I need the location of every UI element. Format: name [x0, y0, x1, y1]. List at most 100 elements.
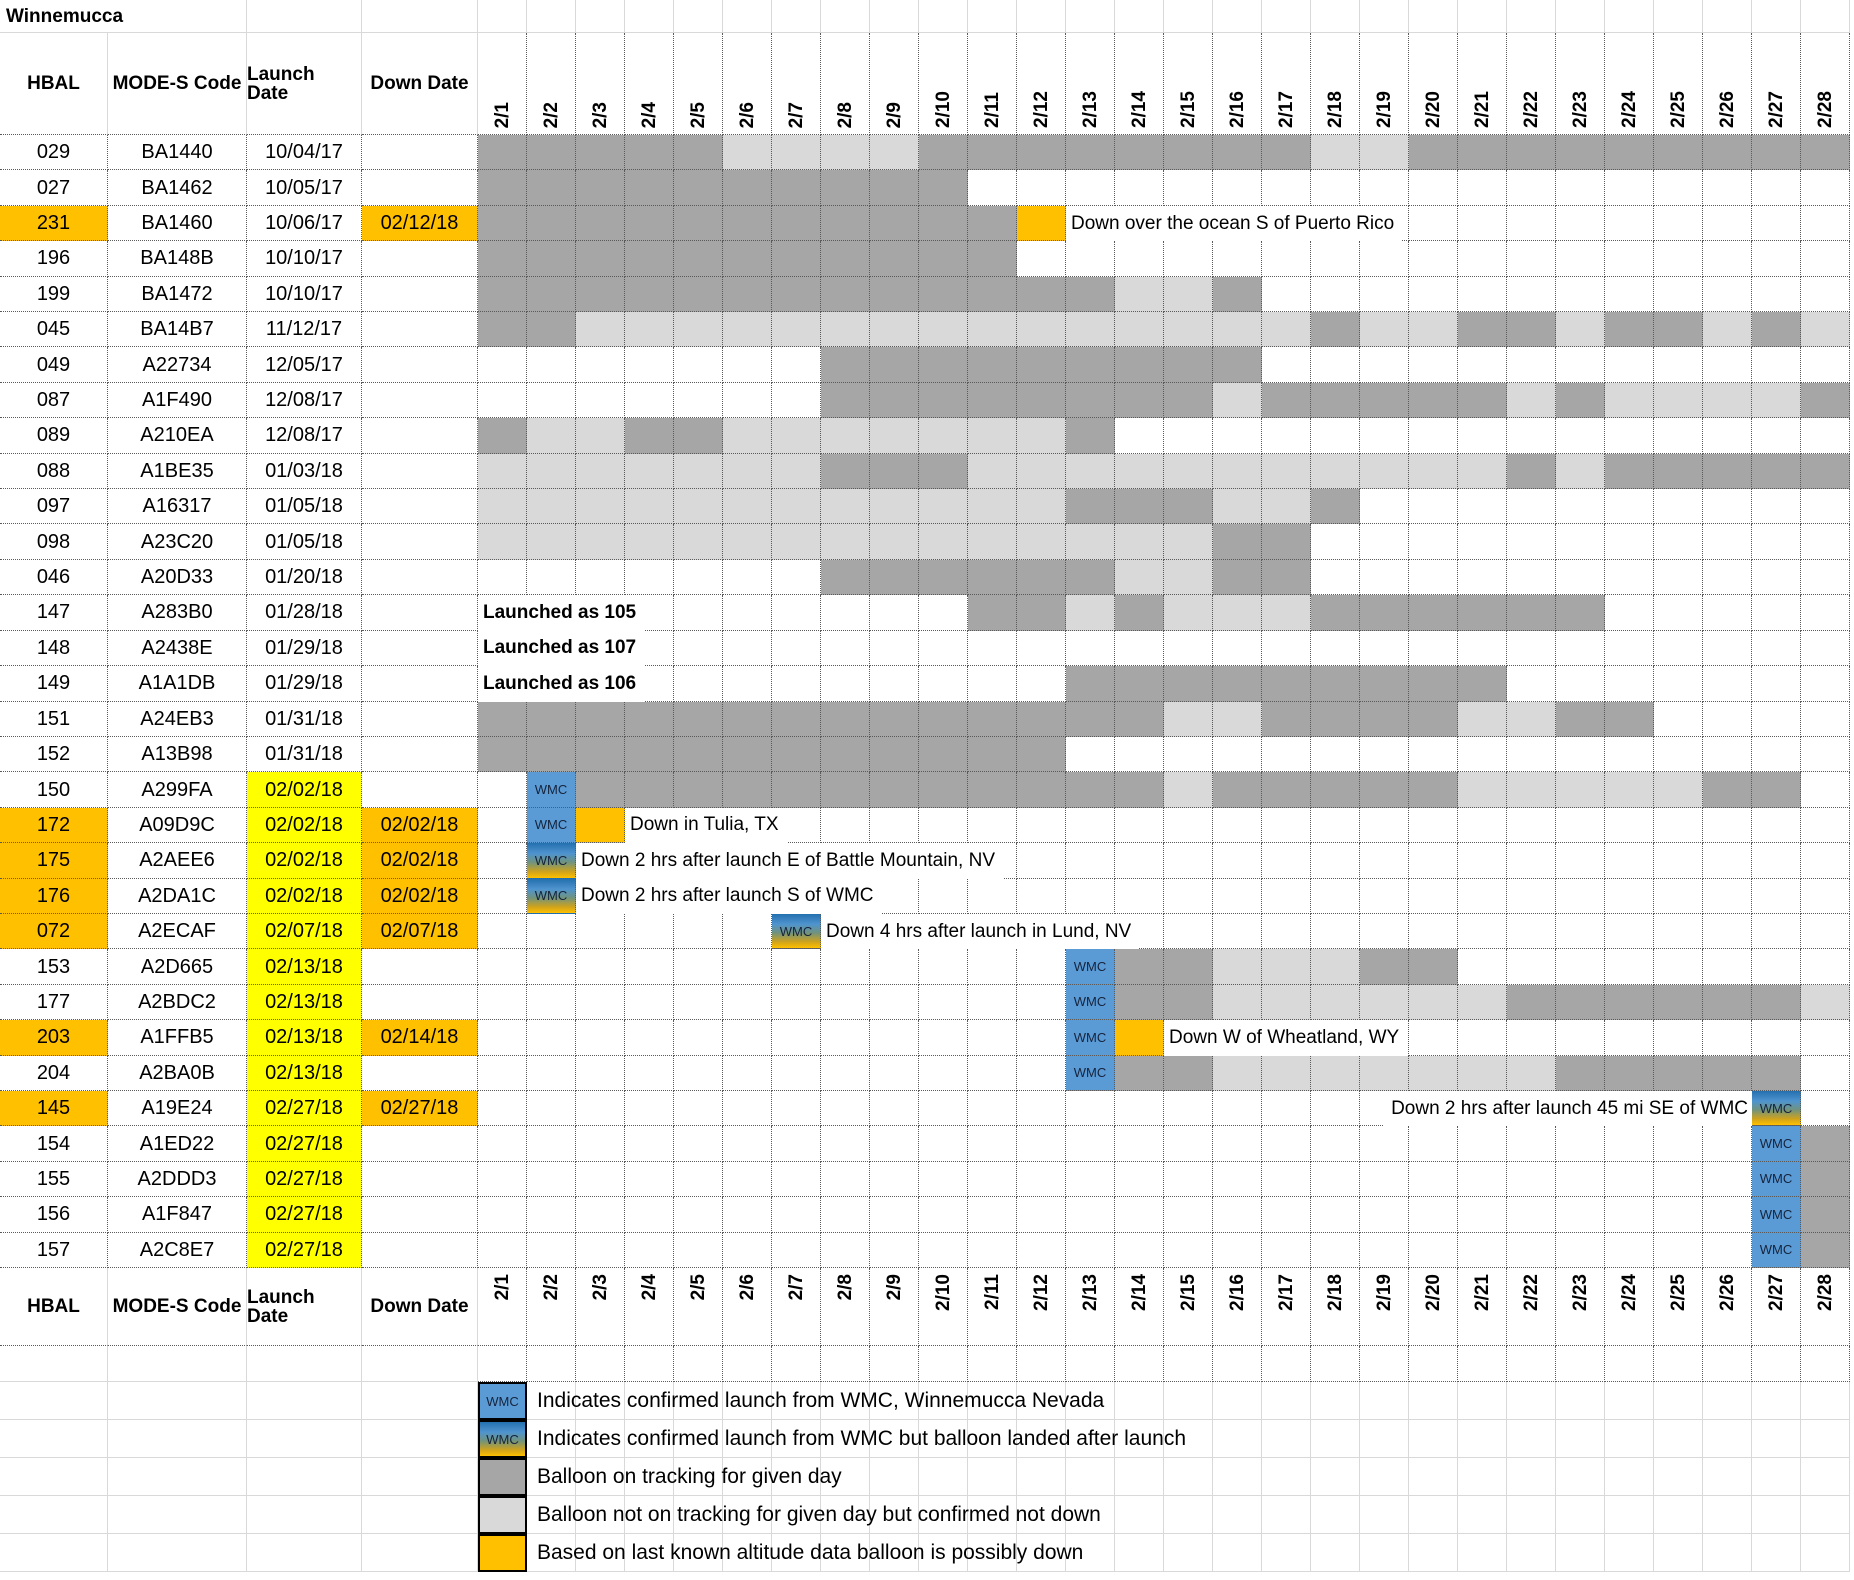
launch-date-cell[interactable]: 12/08/17 — [247, 418, 362, 454]
day-cell[interactable] — [1801, 489, 1850, 525]
day-cell[interactable] — [1752, 630, 1801, 667]
date-header[interactable]: 2/19 — [1360, 33, 1409, 135]
day-cell[interactable] — [870, 135, 919, 171]
day-cell[interactable] — [625, 1197, 674, 1233]
day-cell[interactable] — [1556, 772, 1605, 808]
hbal-cell[interactable]: 203 — [0, 1020, 108, 1056]
day-cell[interactable] — [576, 1197, 625, 1233]
day-cell[interactable] — [1556, 1232, 1605, 1268]
mode-s-cell[interactable]: A1F490 — [108, 382, 247, 419]
day-cell[interactable] — [1654, 984, 1703, 1021]
day-cell[interactable] — [1213, 878, 1262, 914]
day-cell[interactable] — [1360, 524, 1409, 560]
day-cell[interactable] — [1703, 701, 1752, 737]
day-cell[interactable] — [1360, 1126, 1409, 1162]
day-cell[interactable] — [1311, 701, 1360, 737]
empty-cell[interactable] — [723, 1382, 772, 1420]
day-cell[interactable] — [1507, 489, 1556, 525]
day-cell[interactable] — [723, 630, 772, 667]
day-cell[interactable] — [1115, 843, 1164, 879]
day-cell[interactable] — [1801, 453, 1850, 490]
day-cell[interactable] — [1556, 1161, 1605, 1198]
day-cell[interactable] — [821, 630, 870, 667]
sheet-title[interactable]: Winnemucca — [0, 0, 247, 33]
footer-date-header[interactable]: 2/10 — [919, 1268, 968, 1346]
day-cell[interactable] — [674, 1020, 723, 1056]
day-cell[interactable] — [1115, 559, 1164, 596]
day-cell[interactable] — [1605, 276, 1654, 313]
day-cell[interactable] — [1801, 1126, 1850, 1162]
day-cell[interactable] — [1409, 170, 1458, 206]
day-cell[interactable] — [1066, 524, 1115, 560]
title-row-cell[interactable] — [1311, 0, 1360, 33]
day-cell[interactable] — [1409, 276, 1458, 313]
day-cell[interactable] — [1703, 1020, 1752, 1056]
day-cell[interactable] — [919, 347, 968, 383]
title-row-cell[interactable] — [1556, 0, 1605, 33]
day-cell[interactable] — [1654, 1232, 1703, 1268]
day-cell[interactable] — [478, 453, 527, 490]
day-cell[interactable] — [870, 1197, 919, 1233]
day-cell[interactable] — [1801, 1197, 1850, 1233]
date-header[interactable]: 2/12 — [1017, 33, 1066, 135]
day-cell[interactable] — [1801, 984, 1850, 1021]
empty-cell[interactable] — [968, 1534, 1017, 1572]
mode-s-cell[interactable]: A2C8E7 — [108, 1232, 247, 1268]
date-header[interactable]: 2/4 — [625, 33, 674, 135]
day-cell[interactable] — [1507, 559, 1556, 596]
down-date-cell[interactable] — [362, 1232, 478, 1268]
day-cell[interactable] — [1703, 1126, 1752, 1162]
day-cell[interactable] — [1262, 241, 1311, 277]
launch-date-cell[interactable]: 10/05/17 — [247, 170, 362, 206]
day-cell[interactable] — [772, 524, 821, 560]
launch-date-cell[interactable]: 01/20/18 — [247, 559, 362, 596]
day-cell[interactable] — [821, 205, 870, 242]
day-cell[interactable] — [1458, 382, 1507, 419]
day-cell[interactable] — [1311, 984, 1360, 1021]
day-cell[interactable] — [968, 1020, 1017, 1056]
date-header[interactable]: 2/24 — [1605, 33, 1654, 135]
empty-cell[interactable] — [1654, 1458, 1703, 1496]
day-cell[interactable] — [1017, 170, 1066, 206]
empty-cell[interactable] — [1752, 1534, 1801, 1572]
launch-date-cell[interactable]: 02/02/18 — [247, 878, 362, 914]
day-cell[interactable] — [674, 382, 723, 419]
empty-cell[interactable] — [1801, 1458, 1850, 1496]
down-date-cell[interactable] — [362, 312, 478, 348]
day-cell[interactable] — [1458, 878, 1507, 914]
day-cell[interactable]: WMC — [1066, 1055, 1115, 1091]
title-row-cell[interactable] — [1115, 0, 1164, 33]
day-cell[interactable] — [1801, 524, 1850, 560]
day-cell[interactable] — [1752, 418, 1801, 454]
empty-cell[interactable] — [247, 1382, 362, 1420]
empty-cell[interactable] — [1654, 1346, 1703, 1382]
day-cell[interactable] — [1017, 1126, 1066, 1162]
empty-cell[interactable] — [968, 1458, 1017, 1496]
day-cell[interactable]: WMC — [527, 878, 576, 914]
date-header[interactable]: 2/2 — [527, 33, 576, 135]
day-cell[interactable] — [772, 630, 821, 667]
day-cell[interactable] — [674, 241, 723, 277]
down-date-cell[interactable] — [362, 630, 478, 667]
empty-cell[interactable] — [1507, 1458, 1556, 1496]
empty-cell[interactable] — [1458, 1346, 1507, 1382]
empty-cell[interactable] — [674, 1382, 723, 1420]
day-cell[interactable] — [1066, 1232, 1115, 1268]
day-cell[interactable] — [1262, 949, 1311, 985]
day-cell[interactable] — [1752, 312, 1801, 348]
footer-col-header-hbal[interactable]: HBAL — [0, 1268, 108, 1346]
day-cell[interactable] — [1654, 807, 1703, 844]
day-cell[interactable] — [478, 1020, 527, 1056]
empty-cell[interactable] — [772, 1382, 821, 1420]
empty-cell[interactable] — [1703, 1382, 1752, 1420]
empty-cell[interactable] — [870, 1496, 919, 1534]
day-cell[interactable] — [1115, 1197, 1164, 1233]
day-cell[interactable] — [1164, 736, 1213, 773]
empty-cell[interactable] — [1262, 1496, 1311, 1534]
day-cell[interactable] — [968, 382, 1017, 419]
day-cell[interactable] — [1556, 559, 1605, 596]
day-cell[interactable] — [625, 418, 674, 454]
day-cell[interactable] — [1703, 559, 1752, 596]
day-cell[interactable] — [1654, 595, 1703, 631]
empty-cell[interactable] — [1066, 1534, 1115, 1572]
